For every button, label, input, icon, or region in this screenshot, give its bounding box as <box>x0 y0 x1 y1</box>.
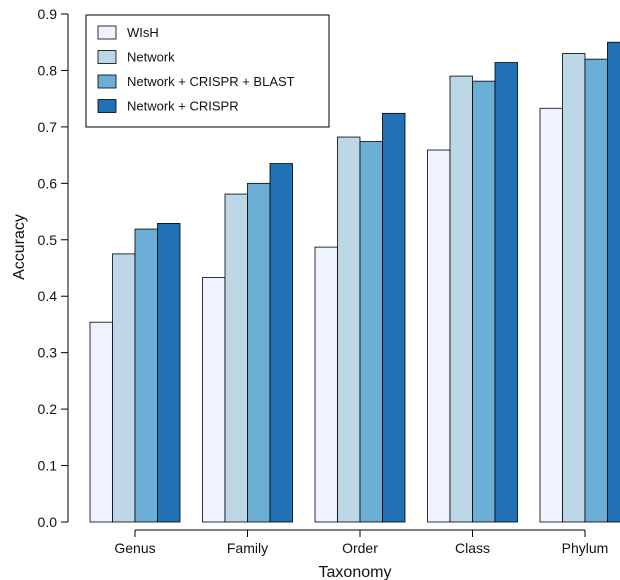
bar-genus-series-3 <box>134 228 158 523</box>
bar-family-series-2 <box>224 193 248 523</box>
bar-family-series-3 <box>247 182 271 523</box>
bar-genus-series-2 <box>112 253 136 523</box>
legend-label: WIsH <box>127 25 159 40</box>
bar-order-series-1 <box>314 246 338 523</box>
y-tick-label: 0.9 <box>38 6 58 22</box>
x-axis-title: Taxonomy <box>319 564 392 580</box>
legend-swatch <box>97 25 117 40</box>
bar-genus-series-1 <box>89 321 113 523</box>
bar-family-series-1 <box>202 277 226 523</box>
bar-family-series-4 <box>269 163 293 523</box>
y-tick-label: 0.4 <box>38 288 58 304</box>
y-tick-label: 0.7 <box>38 119 58 135</box>
y-tick-label: 0.5 <box>38 232 58 248</box>
bar-phylum-series-1 <box>539 107 563 523</box>
legend-box <box>85 14 330 128</box>
bars <box>89 41 620 523</box>
bar-order-series-4 <box>382 112 406 523</box>
bar-order-series-2 <box>337 136 361 523</box>
bar-genus-series-4 <box>157 223 181 523</box>
x-tick-label: Order <box>342 540 378 556</box>
y-axis-title: Accuracy <box>11 214 28 280</box>
legend-label: Network + CRISPR <box>127 99 239 114</box>
y-tick-label: 0.8 <box>38 62 58 78</box>
bar-order-series-3 <box>359 141 383 523</box>
bar-phylum-series-3 <box>584 58 608 523</box>
y-tick-label: 0.1 <box>38 458 58 474</box>
x-tick-label: Phylum <box>562 540 609 556</box>
bar-phylum-series-2 <box>562 53 586 523</box>
legend-swatch <box>97 50 117 64</box>
legend-label: Network + CRISPR + BLAST <box>127 74 295 89</box>
bar-phylum-series-4 <box>607 41 620 523</box>
bar-class-series-4 <box>494 62 518 523</box>
y-tick-label: 0.0 <box>38 514 58 530</box>
bar-class-series-3 <box>472 80 496 523</box>
legend: WIsH Network Network + CRISPR + BLAST Netwo… <box>85 14 330 128</box>
y-axis: 0.0 0.1 0.2 0.3 0.4 0.5 0.6 0.7 0.8 0.9 <box>38 6 69 530</box>
bar-class-series-1 <box>427 149 451 523</box>
y-tick-label: 0.3 <box>38 345 58 361</box>
legend-swatch <box>97 74 117 89</box>
bar-class-series-2 <box>449 75 473 523</box>
x-tick-label: Genus <box>114 540 155 556</box>
y-tick-label: 0.6 <box>38 175 58 191</box>
x-tick-label: Class <box>455 540 490 556</box>
legend-label: Network <box>127 50 175 65</box>
legend-swatch <box>97 99 117 113</box>
x-axis: Genus Family Order Class Phylum <box>114 529 609 556</box>
x-tick-label: Family <box>227 540 268 556</box>
y-tick-label: 0.2 <box>38 401 58 417</box>
